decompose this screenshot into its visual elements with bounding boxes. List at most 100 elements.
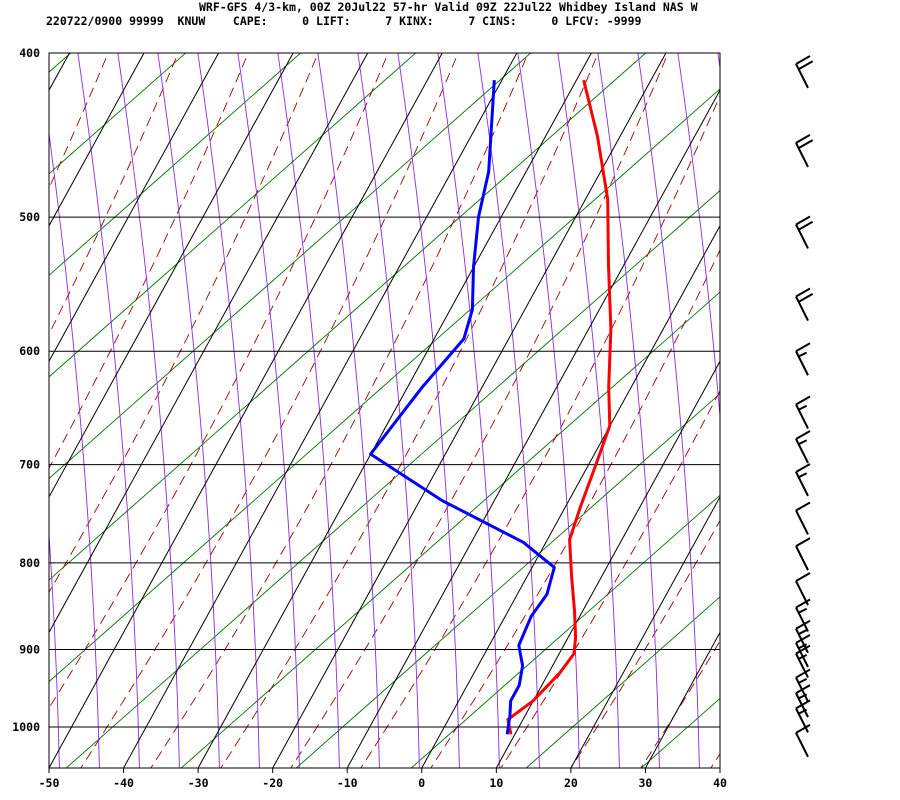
dry-adiabat	[0, 0, 80, 800]
mixing-ratio-line	[477, 53, 540, 768]
dry-adiabat	[49, 53, 187, 175]
dry-adiabat	[295, 393, 720, 768]
wind-barbs	[795, 55, 814, 758]
wind-barb	[795, 134, 814, 168]
y-tick-label: 600	[19, 344, 40, 358]
isotherm	[197, 53, 592, 768]
barb-half-flag	[798, 351, 808, 358]
isotherm	[495, 360, 720, 768]
barb-staff	[795, 471, 809, 497]
moist-adiabat	[430, 248, 720, 768]
barb-flag	[795, 501, 811, 512]
barb-flag	[795, 634, 811, 644]
moist-adiabat	[49, 53, 319, 594]
mixing-ratio-line	[49, 527, 60, 768]
mixing-ratio-line	[317, 53, 380, 768]
isotherm	[570, 495, 720, 768]
isotherm	[421, 224, 720, 768]
wind-barb	[795, 634, 811, 668]
moist-adiabat	[830, 0, 900, 800]
barb-staff	[795, 653, 809, 679]
mixing-ratio-line	[517, 53, 580, 768]
barb-staff	[795, 296, 809, 321]
dry-adiabat	[720, 0, 900, 800]
wind-barb	[795, 430, 811, 464]
barb-flag	[795, 463, 811, 473]
moist-adiabat	[710, 752, 720, 768]
barb-staff	[795, 510, 809, 535]
moist-adiabat	[80, 53, 459, 768]
isotherm	[49, 53, 369, 634]
moist-adiabat	[49, 53, 389, 709]
x-tick-label: 0	[418, 776, 425, 790]
tick-labels: 400 500 600 700 800 900 1000 -50 -40 -30 -20 -10 0 10…	[12, 46, 727, 790]
profiles	[369, 79, 613, 735]
barb-flag	[798, 220, 814, 231]
dry-adiabat	[640, 697, 720, 768]
x-tick-label: -20	[262, 776, 283, 790]
barb-half-flag	[798, 439, 808, 446]
barb-flag	[798, 60, 814, 71]
wind-barb	[795, 501, 811, 535]
isotherm	[49, 53, 443, 768]
isotherm	[645, 631, 720, 768]
dry-adiabat	[410, 494, 720, 768]
x-tick-label: 10	[489, 776, 503, 790]
barb-flag	[795, 395, 811, 406]
barb-staff	[795, 224, 809, 249]
isotherm	[49, 53, 145, 227]
moist-adiabat	[500, 389, 720, 768]
barb-flag	[795, 537, 811, 547]
x-tick-label: -30	[188, 776, 209, 790]
wind-barb	[795, 55, 814, 89]
moist-adiabat	[570, 519, 720, 768]
dry-adiabat	[49, 53, 302, 276]
dry-adiabat	[49, 53, 417, 378]
mixing-ratio-line	[437, 53, 500, 768]
mixing-ratio-line	[157, 53, 220, 768]
mixing-ratio-line	[597, 53, 660, 768]
barb-flag	[795, 619, 811, 630]
dewpoint-line	[369, 80, 556, 735]
grid	[49, 53, 720, 768]
barb-flag	[795, 644, 811, 655]
barb-flag	[795, 572, 811, 582]
temperature-line	[506, 79, 613, 735]
mixing-ratio-line	[237, 53, 300, 768]
wind-barb	[795, 342, 811, 376]
moist-adiabat	[640, 640, 720, 768]
mixing-ratio-line	[197, 53, 260, 768]
y-tick-label: 1000	[12, 720, 40, 734]
isotherm	[272, 53, 667, 768]
x-tick-label: 30	[639, 776, 653, 790]
moist-adiabat	[49, 53, 179, 335]
barb-staff	[795, 403, 809, 429]
barb-staff	[795, 63, 809, 89]
x-tick-label: 40	[713, 776, 727, 790]
barb-staff	[795, 142, 809, 168]
barb-staff	[795, 545, 809, 571]
y-tick-label: 500	[19, 210, 40, 224]
chart-title: WRF-GFS 4/3-km, 00Z 20Jul22 57-hr Valid …	[199, 0, 698, 14]
x-tick-label: -40	[113, 776, 134, 790]
isotherm	[123, 53, 518, 768]
barb-staff	[795, 707, 809, 733]
barb-flag	[795, 342, 811, 353]
barb-flag	[795, 699, 811, 710]
barb-half-flag	[798, 708, 808, 715]
y-tick-label: 700	[19, 458, 40, 472]
barb-flag	[795, 684, 811, 694]
mixing-ratio-line	[637, 53, 700, 768]
y-tick-label: 800	[19, 556, 40, 570]
barb-flag	[795, 430, 811, 440]
barb-flag	[795, 55, 811, 65]
mixing-ratio-line	[49, 130, 100, 768]
barb-half-flag	[798, 607, 808, 614]
mixing-ratio-line	[117, 53, 180, 768]
moist-adiabat	[760, 0, 900, 800]
wind-barb	[795, 463, 811, 497]
moist-adiabat	[360, 94, 720, 768]
plot-frame	[48, 52, 721, 773]
